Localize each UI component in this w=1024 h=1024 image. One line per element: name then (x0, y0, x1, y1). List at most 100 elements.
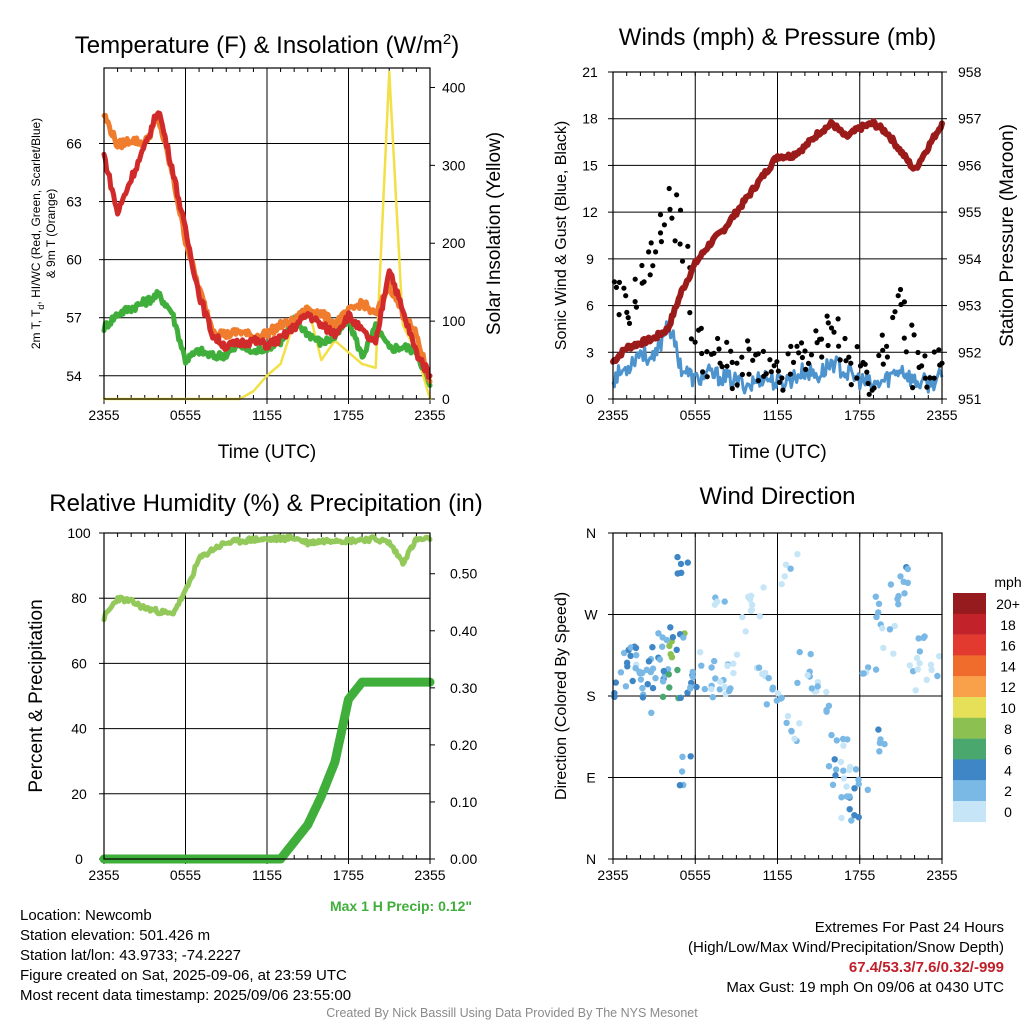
legend-swatch (953, 759, 986, 781)
direction-point (851, 785, 858, 792)
legend-label: 12 (1000, 679, 1016, 695)
direction-point (659, 693, 667, 700)
gust-point (677, 207, 684, 213)
gust-point (836, 343, 842, 349)
gust-point (688, 336, 695, 342)
rh-series-line (101, 533, 433, 623)
gust-point (734, 382, 740, 388)
gust-point (880, 361, 886, 367)
x-tick-label: 1755 (844, 867, 875, 883)
y-right-tick-label: 958 (958, 64, 982, 80)
direction-point (831, 756, 838, 763)
winds-panel: 2355 0555 1155 1755 235503691215182195195295… (553, 24, 1018, 463)
y-right-tick-label: 953 (958, 298, 982, 314)
plot-border (612, 532, 943, 860)
max-gust: Max Gust: 19 mph On 09/06 at 0430 UTC (726, 979, 1004, 996)
y-tick-label: 6 (586, 298, 594, 314)
direction-point (649, 684, 657, 692)
direction-point (934, 672, 941, 680)
gust-point (879, 332, 885, 338)
direction-point (633, 652, 640, 659)
gust-point (831, 329, 837, 335)
direction-point (649, 644, 656, 651)
max-precip-annotation: Max 1 H Precip: 0.12" (330, 898, 472, 914)
legend-label: 6 (1004, 742, 1012, 758)
direction-point (611, 690, 618, 697)
gust-point (790, 359, 797, 365)
gust-point (625, 315, 631, 321)
x-tick-label: 2355 (926, 867, 957, 883)
y-tick-label: E (586, 770, 595, 786)
direction-point (617, 669, 625, 676)
direction-point (687, 753, 694, 760)
gust-point (728, 348, 734, 354)
direction-point (891, 622, 898, 630)
gust-point (739, 371, 746, 378)
x-tick-label: 1755 (333, 867, 364, 883)
gust-point (685, 243, 691, 249)
gust-point (767, 357, 773, 363)
chart-title: Winds (mph) & Pressure (mb) (619, 24, 936, 51)
station-elevation: Station elevation: 501.426 m (20, 927, 211, 944)
gust-point (788, 343, 794, 349)
gust-point (699, 350, 705, 357)
direction-point (914, 666, 921, 673)
direction-point (679, 753, 686, 760)
direction-point (698, 662, 705, 669)
direction-point (886, 626, 894, 633)
direction-point (659, 634, 666, 641)
direction-point (724, 662, 731, 669)
station-location: Location: Newcomb (20, 907, 152, 924)
y-right-tick-label: 100 (442, 313, 466, 329)
gust-point (755, 351, 761, 357)
gust-point (692, 339, 698, 345)
gust-point (824, 313, 830, 319)
direction-point (689, 668, 696, 676)
gust-point (892, 309, 898, 315)
y-tick-label: 60 (71, 655, 87, 671)
gust-point (922, 375, 928, 381)
recent-timestamp: Most recent data timestamp: 2025/09/06 2… (20, 987, 352, 1004)
gust-point (876, 352, 882, 359)
gust-point (746, 346, 752, 352)
gust-point (626, 320, 633, 326)
direction-point (680, 634, 687, 641)
gust-point (803, 366, 809, 372)
y-right-tick-label: 0.00 (450, 851, 477, 867)
direction-point (875, 609, 882, 616)
gust-point (780, 387, 786, 393)
direction-point (712, 675, 719, 682)
gust-point (862, 361, 868, 367)
direction-point (659, 678, 667, 685)
direction-point (872, 593, 879, 600)
gust-point (787, 371, 794, 377)
legend-label: 2 (1004, 783, 1012, 799)
y-tick-label: 3 (586, 344, 594, 360)
y-right-tick-label: 952 (958, 344, 982, 360)
gust-point (613, 284, 620, 290)
gust-point (711, 350, 717, 356)
x-tick-label: 2355 (88, 867, 119, 883)
direction-point (756, 613, 763, 620)
legend-label: 16 (1000, 638, 1016, 654)
gust-point (647, 272, 653, 278)
speed-legend: mph 20+ 18 16 14 12 10 8 6 4 2 0 (953, 574, 1022, 822)
gust-point (704, 374, 710, 380)
y-right-axis-label: Solar Insolation (Yellow) (484, 132, 505, 335)
legend-swatch (953, 676, 986, 698)
direction-point (916, 660, 923, 667)
gust-point (687, 310, 693, 316)
gust-point (621, 285, 627, 291)
direction-point (916, 648, 924, 655)
direction-point (684, 559, 691, 566)
direction-point (920, 634, 927, 641)
gust-point (633, 304, 640, 310)
direction-point (808, 685, 815, 692)
direction-point (838, 814, 845, 822)
gust-point (724, 363, 730, 369)
y-tick-label: 0 (75, 851, 83, 867)
direction-point (645, 658, 653, 665)
direction-point (748, 606, 755, 613)
gust-point (848, 382, 854, 388)
